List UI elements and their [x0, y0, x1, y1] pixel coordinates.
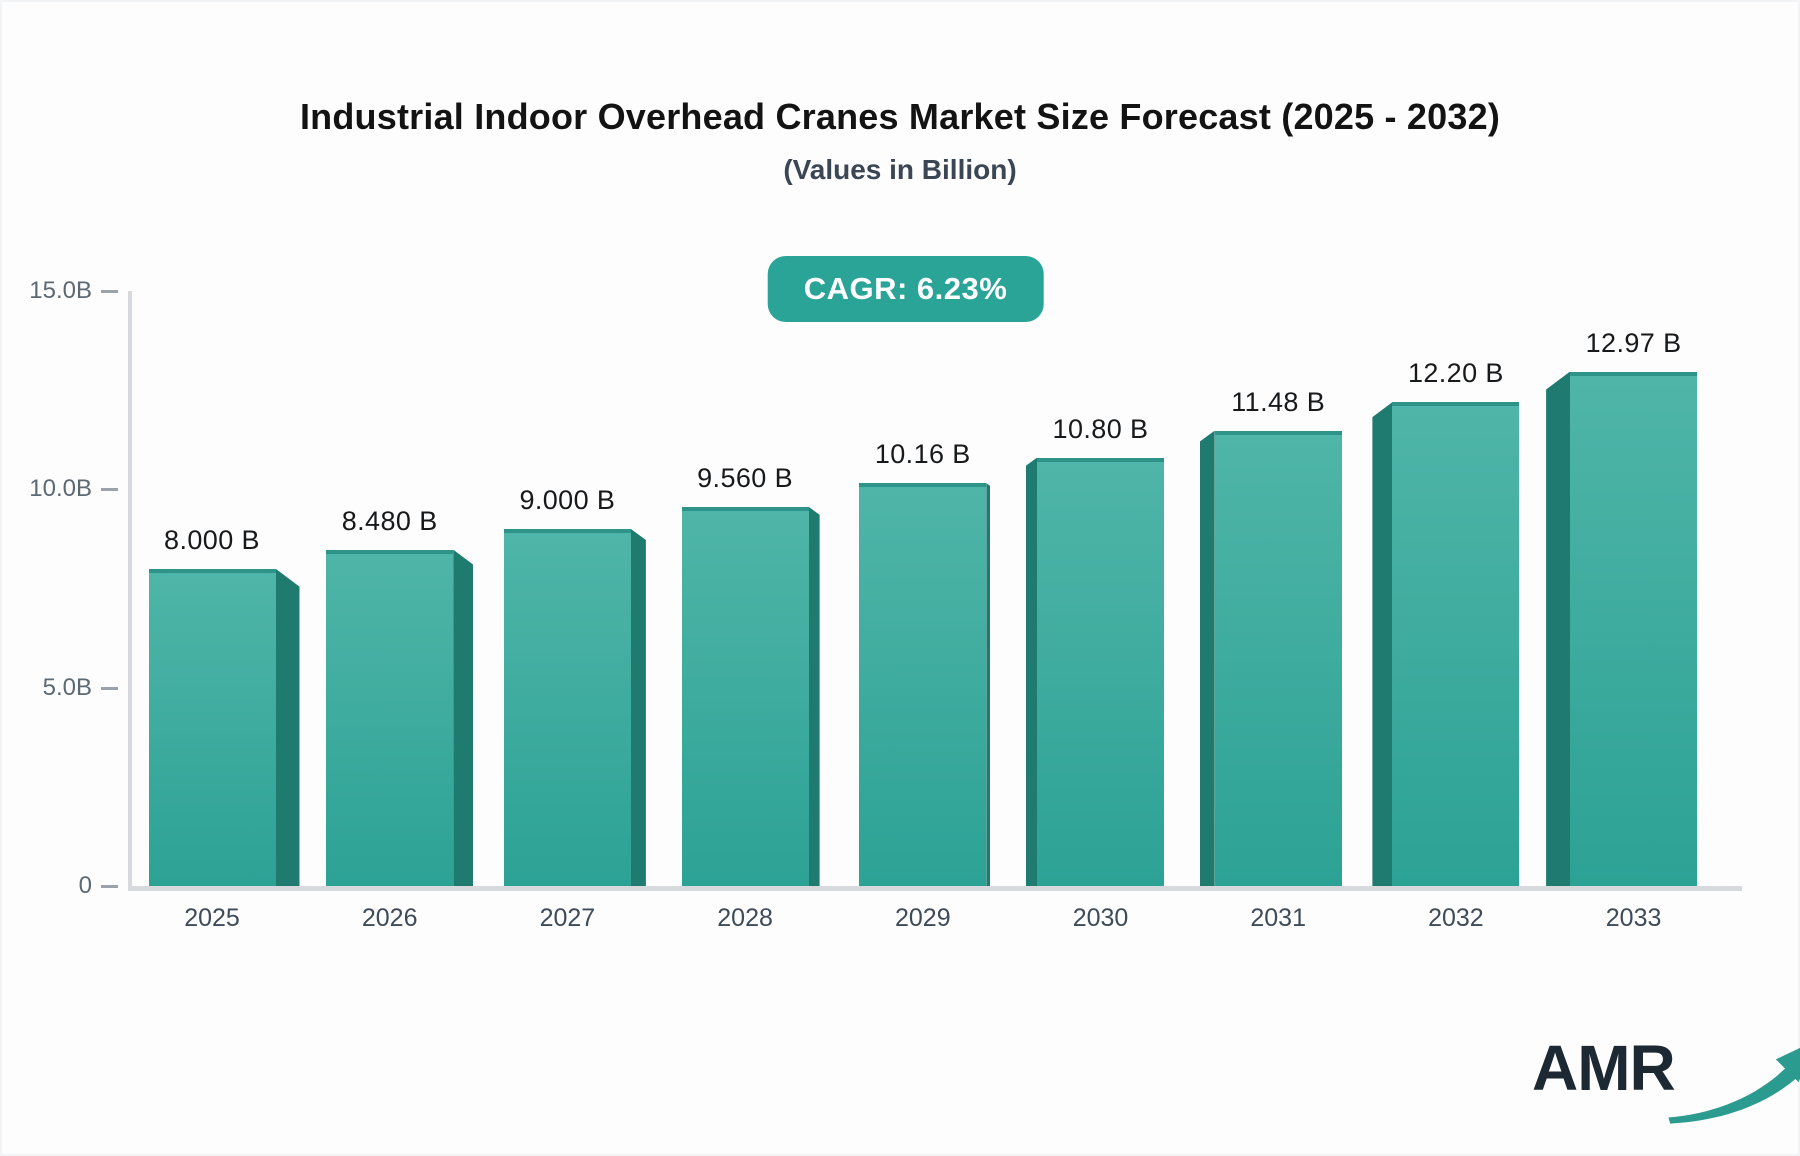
y-tick-dash: [101, 488, 118, 492]
bar-side-face: [453, 549, 474, 886]
chart-header: Industrial Indoor Overhead Cranes Market…: [0, 96, 1800, 186]
x-axis-label-2030: 2030: [1072, 904, 1129, 932]
bar-value-label: 11.48 B: [1231, 386, 1326, 417]
bar-value-label: 12.97 B: [1585, 327, 1682, 358]
bar-value-label: 9.000 B: [519, 485, 616, 515]
bar-front-face: [681, 506, 809, 886]
x-axis-label-2033: 2033: [1605, 904, 1662, 932]
y-tick-label-0: 0: [78, 872, 92, 899]
x-axis-label-2025: 2025: [184, 904, 240, 932]
bar-front-face: [1214, 430, 1342, 886]
bar-front-face: [1037, 457, 1164, 886]
x-axis-label-2031: 2031: [1250, 904, 1306, 932]
y-tick-dash: [101, 686, 118, 690]
bar-side-face: [1199, 430, 1215, 886]
bar-front-face: [1570, 371, 1698, 886]
y-tick-label-5.0B: 5.0B: [42, 673, 92, 701]
bar-side-face: [1546, 371, 1571, 886]
x-axis-label-2026: 2026: [361, 904, 418, 932]
bar-side-face: [808, 506, 820, 886]
bar-side-face: [1372, 402, 1393, 886]
x-axis-line: [128, 886, 1742, 891]
bar-value-label: 10.80 B: [1052, 413, 1149, 444]
chart-title: Industrial Indoor Overhead Cranes Market…: [299, 96, 1501, 137]
bar-front-face: [859, 482, 987, 886]
bar-value-label: 8.000 B: [164, 524, 260, 555]
x-axis-label-2032: 2032: [1428, 904, 1484, 932]
y-tick-label-15.0B: 15.0B: [29, 277, 92, 304]
y-tick-label-10.0B: 10.0B: [29, 475, 92, 503]
bar-value-label: 8.480 B: [341, 505, 438, 536]
x-axis-label-2029: 2029: [894, 904, 951, 932]
amr-logo: AMR: [1532, 1034, 1800, 1128]
y-tick-dash: [101, 885, 118, 888]
bar-value-label: 10.16 B: [874, 438, 971, 469]
bar-value-label: 12.20 B: [1407, 358, 1504, 389]
bar-side-face: [630, 529, 646, 886]
y-tick-dash: [101, 290, 118, 293]
y-axis-line: [128, 291, 132, 886]
bar-side-face: [275, 568, 300, 886]
x-axis-label-2028: 2028: [717, 904, 773, 932]
growth-arrow-icon: [1668, 1047, 1800, 1124]
cagr-badge: CAGR: 6.23%: [767, 256, 1044, 322]
bar-side-face: [986, 482, 991, 886]
bar-value-label: 9.560 B: [697, 462, 794, 493]
x-axis-label-2027: 2027: [539, 904, 596, 932]
chart-subtitle: (Values in Billion): [783, 154, 1017, 185]
bar-side-face: [1026, 457, 1037, 886]
bar-front-face: [148, 568, 276, 886]
logo-text: AMR: [1532, 1032, 1676, 1104]
bar-front-face: [503, 529, 631, 886]
bar-front-face: [326, 549, 454, 886]
bar-front-face: [1392, 402, 1520, 886]
